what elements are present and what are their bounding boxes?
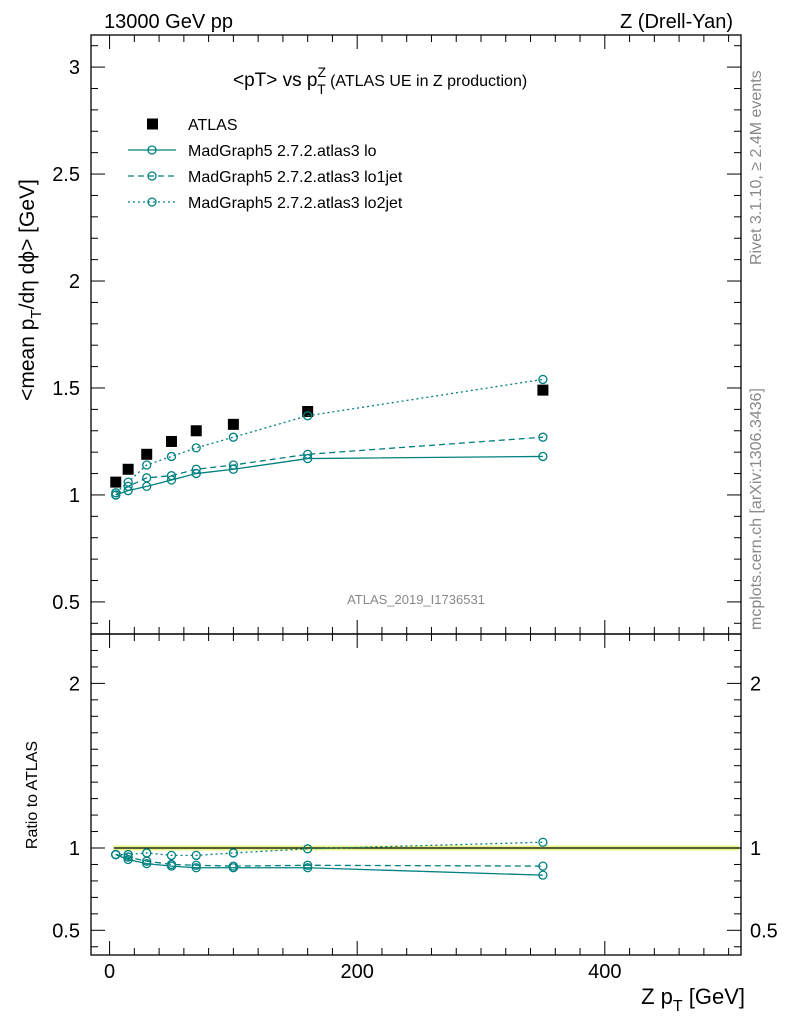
x-tick-label: 400 (588, 961, 621, 983)
mcplots-label: mcplots.cern.ch [arXiv:1306.3436] (748, 388, 765, 630)
data-point (537, 384, 549, 396)
series-point (538, 374, 548, 385)
legend-label: ATLAS (188, 117, 238, 134)
y-tick-label: 1.5 (52, 378, 80, 400)
legend-entry-0: ATLAS (147, 117, 238, 134)
x-tick-label: 200 (341, 961, 374, 983)
axes: 0 200 400 0.5 1 1.5 2 2.5 3 0.5 0.5 1 1 2 2 (52, 34, 778, 983)
ratio-point (142, 848, 152, 858)
y-tick-label: 0.5 (52, 592, 80, 614)
legend-marker (147, 145, 157, 155)
y-axis-label: <mean pT/dη dϕ> [GeV] (16, 179, 45, 401)
series-point (303, 411, 313, 421)
analysis-id: ATLAS_2019_I1736531 (347, 592, 485, 607)
ratio-line (115, 841, 543, 857)
series-point (123, 477, 133, 487)
ratio-line (115, 853, 543, 867)
ratio-tick-label-left: 2 (69, 673, 80, 695)
series-point (142, 460, 152, 470)
ratio-tick-label-right: 1 (750, 838, 761, 860)
data-point (110, 476, 122, 488)
legend-label: MadGraph5 2.7.2.atlas3 lo (188, 143, 377, 160)
ratio-point (228, 848, 239, 858)
ratio-point (142, 858, 152, 869)
series-point (191, 443, 201, 453)
series-point (228, 460, 239, 470)
y-tick-label: 1 (69, 485, 80, 507)
legend-marker (147, 118, 158, 130)
ratio-point (303, 860, 313, 870)
series-point (538, 432, 548, 442)
legend-label: MadGraph5 2.7.2.atlas3 lo2jet (188, 195, 403, 212)
legend-entry-2: MadGraph5 2.7.2.atlas3 lo1jet (128, 169, 403, 186)
header-left: 13000 GeV pp (104, 11, 233, 33)
ratio-axis-label: Ratio to ATLAS (24, 741, 41, 849)
ratio-tick-label-right: 0.5 (750, 920, 778, 942)
ratio-point (123, 852, 133, 862)
series-line (115, 436, 543, 496)
series-line (115, 378, 544, 494)
data-point (227, 418, 239, 430)
series (110, 374, 549, 880)
data-point (122, 463, 134, 475)
ratio-point (123, 849, 133, 860)
series-point (228, 432, 239, 442)
y-tick-label: 2.5 (52, 164, 80, 186)
series-point (142, 473, 152, 483)
series-2 (111, 432, 548, 871)
legend-label: MadGraph5 2.7.2.atlas3 lo1jet (188, 169, 403, 186)
series-0 (110, 384, 549, 488)
data-point (141, 448, 153, 460)
ratio-point (538, 837, 548, 847)
series-point (166, 451, 177, 462)
ratio-point (303, 863, 313, 873)
ratio-point (228, 861, 239, 871)
ratio-point (123, 854, 133, 865)
data-point (165, 435, 177, 447)
ratio-tick-label-left: 0.5 (52, 920, 80, 942)
ratio-tick-label-right: 2 (750, 673, 761, 695)
ratio-point (191, 860, 201, 870)
series-point (111, 488, 121, 498)
ratio-pad-frame (90, 633, 742, 956)
ratio-point (166, 859, 177, 870)
ratio-point (111, 849, 121, 860)
series-point (166, 471, 177, 481)
plot-title: <pT> vs pZ T (ATLAS UE in Z production) (233, 64, 527, 97)
series-point (303, 449, 313, 459)
ratio-point (303, 844, 313, 854)
ratio-point (166, 850, 177, 861)
legend: ATLAS MadGraph5 2.7.2.atlas3 lo MadGraph5 … (128, 117, 403, 212)
x-tick-label: 0 (104, 961, 115, 983)
legend-entry-1: MadGraph5 2.7.2.atlas3 lo (128, 143, 377, 160)
legend-marker (147, 171, 157, 181)
series-point (538, 451, 548, 462)
data-point (190, 425, 202, 437)
ratio-tick-label-left: 1 (69, 838, 80, 860)
legend-entry-3: MadGraph5 2.7.2.atlas3 lo2jet (128, 195, 403, 212)
ratio-point (538, 861, 548, 871)
x-axis-label: Z pT [GeV] (641, 984, 745, 1015)
y-tick-label: 2 (69, 271, 80, 293)
ratio-point (191, 863, 201, 873)
y-tick-label: 3 (69, 57, 80, 79)
series-3 (111, 374, 548, 861)
series-line (115, 455, 543, 496)
series-point (191, 464, 201, 474)
legend-marker (147, 197, 157, 207)
series-1 (111, 451, 548, 880)
header-right: Z (Drell-Yan) (620, 11, 733, 33)
ratio-point (538, 870, 548, 880)
rivet-label: Rivet 3.1.10, ≥ 2.4M events (748, 70, 765, 265)
ratio-point (191, 850, 201, 861)
series-point (303, 453, 313, 464)
